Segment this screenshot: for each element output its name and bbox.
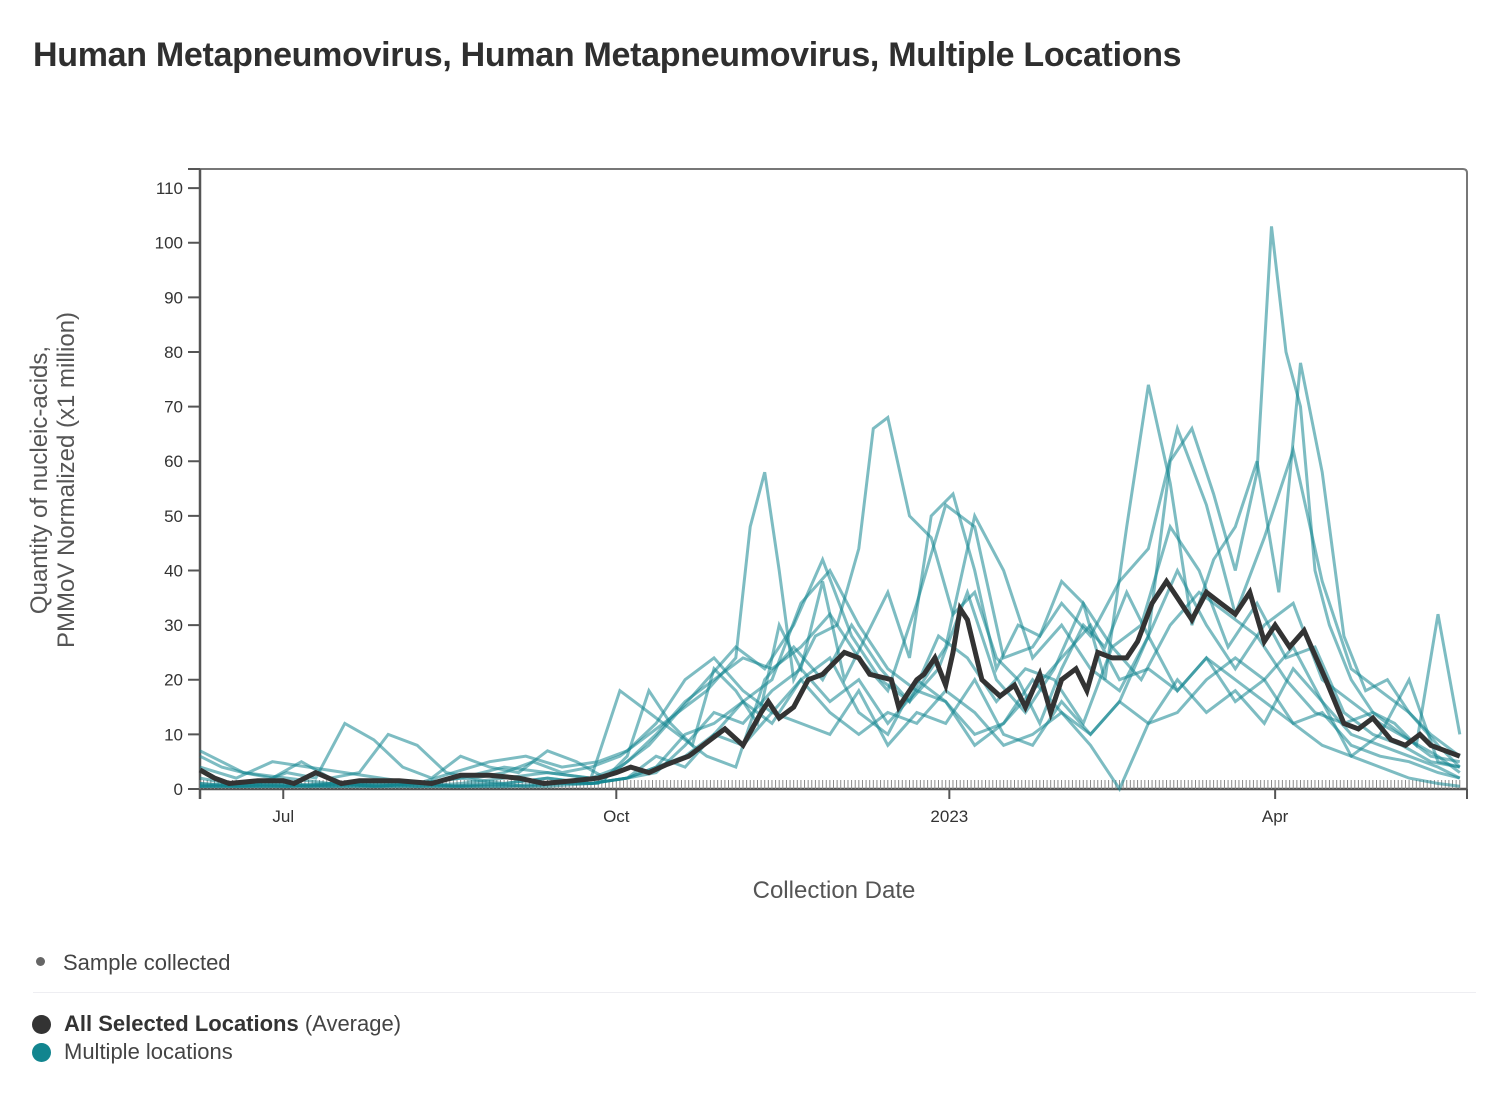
legend-locations-label: Multiple locations	[64, 1039, 233, 1064]
x-axis-title: Collection Date	[753, 877, 916, 904]
legend-sample-collected: Sample collected	[36, 950, 231, 976]
y-tick-label: 80	[164, 343, 183, 362]
series-line-location[interactable]	[199, 226, 1462, 780]
y-tick-label: 60	[164, 452, 183, 471]
locations-dot-icon	[32, 1042, 51, 1062]
y-tick-label: 100	[155, 234, 183, 253]
legend-item-locations[interactable]: Multiple locations	[32, 1038, 401, 1066]
sample-dot-icon	[36, 956, 45, 966]
y-tick-label: 30	[164, 616, 183, 635]
y-axis-title-line-2: PMMoV Normalized (x1 million)	[53, 312, 80, 648]
chart-title: Human Metapneumovirus, Human Metapneumov…	[33, 36, 1182, 74]
legend-item-average[interactable]: All Selected Locations (Average)	[32, 1010, 401, 1038]
x-tick-label: Oct	[603, 807, 630, 826]
x-tick-label: Jul	[272, 807, 294, 826]
x-axis: Jul Oct 2023 Apr	[200, 787, 1468, 826]
y-tick-label: 40	[164, 561, 183, 580]
y-axis: 0 10 20 30 40 50 60 70 80 90 100 110	[155, 168, 1468, 799]
y-tick-label: 90	[164, 288, 183, 307]
x-tick-label: Apr	[1262, 807, 1289, 826]
series-line-average[interactable]	[198, 576, 1461, 787]
average-dot-icon	[32, 1014, 51, 1034]
y-tick-label: 70	[164, 398, 183, 417]
y-axis-title-line-1: Quantity of nucleic-acids,	[26, 346, 53, 614]
legend-average-suffix: (Average)	[298, 1011, 402, 1036]
y-tick-label: 50	[164, 507, 183, 526]
plot-frame	[200, 168, 1468, 789]
series-line-location[interactable]	[199, 656, 1461, 788]
y-tick-label: 0	[174, 780, 183, 799]
series-line-location[interactable]	[200, 666, 1460, 793]
series-line-location[interactable]	[199, 362, 1461, 785]
y-tick-label: 20	[164, 671, 183, 690]
legend-average-bold: All Selected Locations	[64, 1011, 299, 1036]
legend-sample-label: Sample collected	[63, 950, 231, 975]
series-line-location[interactable]	[199, 511, 1461, 788]
y-tick-label: 110	[156, 179, 183, 198]
series-group	[198, 226, 1462, 793]
x-tick-label: 2023	[930, 807, 968, 826]
legend-series: All Selected Locations (Average) Multipl…	[32, 1010, 401, 1066]
legend-divider	[33, 992, 1476, 993]
y-tick-label: 10	[164, 725, 183, 744]
